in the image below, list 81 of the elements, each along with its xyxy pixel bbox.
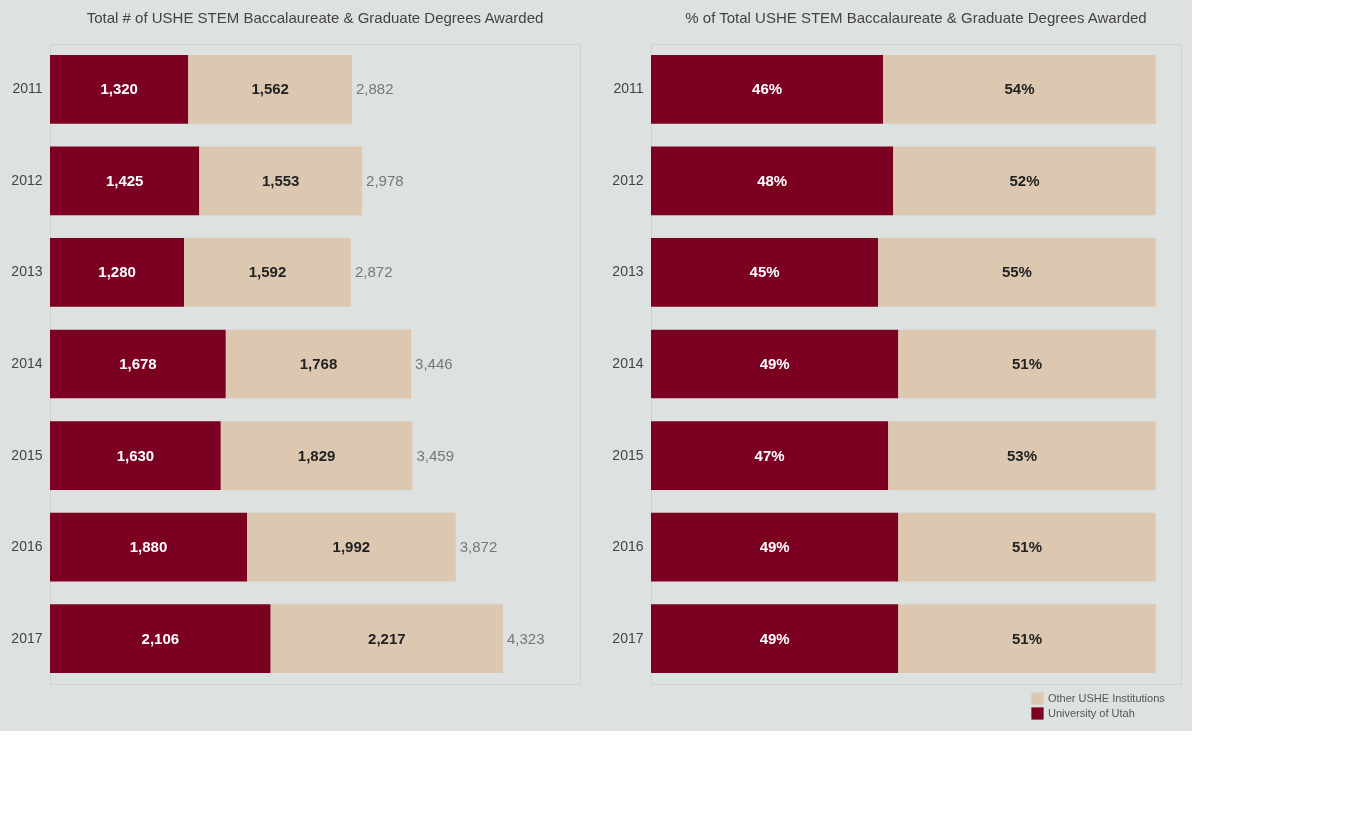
chart-title: % of Total USHE STEM Baccalaureate & Graduate Degrees Awarded	[685, 9, 1147, 26]
data-label: 49%	[759, 629, 790, 647]
bar	[878, 238, 1156, 307]
legend-label: University of Utah	[1048, 706, 1135, 719]
bar	[225, 329, 412, 399]
data-label: 51%	[1012, 538, 1043, 556]
total-label: 2,872	[354, 263, 393, 281]
y-tick-label: 2017	[612, 629, 644, 646]
y-tick-label: 2011	[12, 80, 43, 97]
y-tick-label: 2012	[11, 171, 43, 188]
bar	[50, 54, 189, 124]
data-label: 1,880	[129, 538, 168, 556]
data-label: 1,829	[297, 446, 336, 464]
bar	[199, 146, 363, 216]
bar	[651, 604, 899, 674]
total-label: 2,978	[366, 171, 404, 189]
data-label: 1,280	[98, 263, 136, 281]
data-label: 51%	[1012, 629, 1043, 647]
bar	[50, 329, 226, 399]
data-label: 46%	[752, 80, 783, 98]
y-tick-label: 2017	[11, 629, 43, 646]
bar	[893, 146, 1156, 216]
bar	[651, 329, 899, 399]
data-label: 1,768	[299, 355, 338, 372]
y-tick-label: 2016	[612, 538, 644, 555]
bar	[898, 512, 1156, 582]
data-label: 2,106	[141, 629, 180, 647]
bar	[188, 54, 352, 124]
data-label: 1,553	[261, 171, 300, 189]
legend-label: Other USHE Institutions	[1048, 691, 1166, 704]
bar	[50, 421, 221, 490]
bar	[898, 329, 1156, 399]
bar	[651, 512, 899, 582]
data-label: 51%	[1012, 355, 1043, 372]
bar	[651, 54, 884, 124]
bar	[50, 238, 185, 307]
data-label: 55%	[1001, 263, 1032, 281]
bar	[888, 421, 1156, 490]
data-label: 1,425	[105, 171, 144, 189]
bar	[651, 238, 879, 307]
data-label: 2,217	[368, 629, 406, 647]
bar	[184, 238, 351, 307]
bar	[50, 604, 271, 674]
bar	[270, 604, 503, 674]
data-label: 49%	[759, 538, 790, 556]
total-label: 2,882	[355, 80, 394, 98]
data-label: 1,592	[248, 263, 287, 281]
data-label: 49%	[759, 355, 790, 372]
bar	[883, 54, 1156, 124]
y-tick-label: 2015	[11, 446, 43, 463]
data-label: 53%	[1006, 446, 1038, 464]
y-tick-label: 2013	[612, 263, 644, 280]
data-label: 45%	[749, 263, 780, 281]
y-tick-label: 2014	[11, 355, 43, 371]
data-label: 54%	[1004, 80, 1035, 98]
bar	[651, 146, 894, 216]
y-tick-label: 2014	[612, 355, 644, 371]
total-label: 3,872	[459, 538, 498, 556]
y-tick-label: 2016	[11, 538, 43, 555]
total-label: 4,323	[506, 629, 545, 647]
bar	[220, 421, 413, 490]
data-label: 1,630	[116, 446, 155, 464]
data-label: 1,562	[251, 80, 289, 98]
data-label: 47%	[754, 446, 785, 464]
total-label: 3,459	[416, 446, 454, 464]
bar	[651, 421, 889, 490]
bar	[50, 146, 200, 216]
bar	[50, 512, 247, 582]
data-label: 1,678	[119, 355, 157, 372]
total-label: 3,446	[415, 355, 453, 372]
data-label: 1,320	[100, 80, 138, 98]
y-tick-label: 2013	[11, 263, 43, 280]
y-tick-label: 2015	[612, 446, 644, 463]
y-tick-label: 2011	[613, 80, 644, 97]
chart-title: Total # of USHE STEM Baccalaureate & Graduate Degrees Awarded	[86, 9, 544, 26]
data-label: 48%	[757, 171, 788, 189]
data-label: 1,992	[332, 538, 371, 556]
y-tick-label: 2012	[612, 171, 644, 188]
bar	[247, 512, 456, 582]
bar	[898, 604, 1156, 674]
data-label: 52%	[1009, 171, 1040, 189]
